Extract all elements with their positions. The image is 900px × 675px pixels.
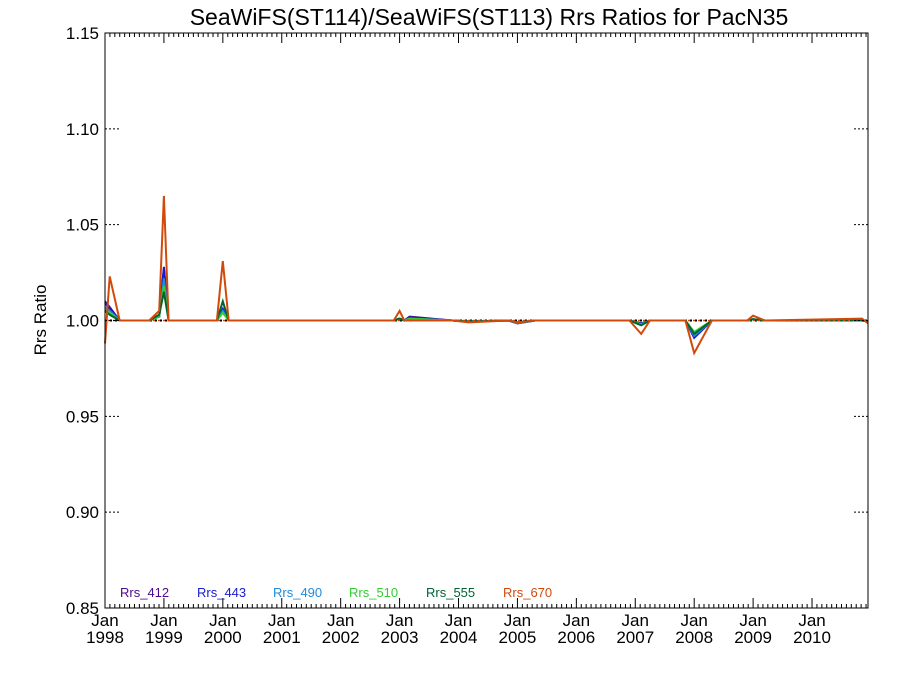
x-tick-month: Jan <box>798 611 825 630</box>
x-tick-year: 2008 <box>675 628 713 647</box>
x-tick-month: Jan <box>386 611 413 630</box>
legend-item-rrs-670: Rrs_670 <box>503 585 552 600</box>
x-tick-month: Jan <box>445 611 472 630</box>
x-tick-year: 2009 <box>734 628 772 647</box>
x-tick-year: 2003 <box>381 628 419 647</box>
legend-item-rrs-490: Rrs_490 <box>273 585 322 600</box>
x-tick-month: Jan <box>504 611 531 630</box>
y-tick-label: 1.10 <box>66 120 99 139</box>
y-tick-label: 1.00 <box>66 312 99 331</box>
x-tick-month: Jan <box>209 611 236 630</box>
y-axis-ticks: 0.85 0.90 0.95 1.00 1.05 1.10 1.15 <box>66 24 868 618</box>
x-tick-month: Jan <box>563 611 590 630</box>
series-line-rrs-670 <box>104 195 869 356</box>
x-tick-month: Jan <box>680 611 707 630</box>
x-tick-year: 2000 <box>204 628 242 647</box>
x-tick-month: Jan <box>739 611 766 630</box>
x-tick-year: 2005 <box>499 628 537 647</box>
y-axis-label: Rrs Ratio <box>31 285 50 356</box>
x-tick-year: 2001 <box>263 628 301 647</box>
x-axis-ticks: Jan1998Jan1999Jan2000Jan2001Jan2002Jan20… <box>86 33 867 647</box>
y-tick-label: 0.90 <box>66 503 99 522</box>
x-tick-month: Jan <box>268 611 295 630</box>
y-tick-label: 1.15 <box>66 24 99 43</box>
legend: Rrs_412 Rrs_443 Rrs_490 Rrs_510 Rrs_555 Rrs_6… <box>120 585 552 600</box>
x-tick-month: Jan <box>150 611 177 630</box>
x-tick-year: 2002 <box>322 628 360 647</box>
series-layer <box>104 195 869 356</box>
legend-item-rrs-510: Rrs_510 <box>349 585 398 600</box>
x-tick-month: Jan <box>91 611 118 630</box>
x-tick-year: 2007 <box>616 628 654 647</box>
y-tick-label: 1.05 <box>66 216 99 235</box>
x-tick-year: 1999 <box>145 628 183 647</box>
x-tick-year: 2004 <box>440 628 478 647</box>
legend-item-rrs-412: Rrs_412 <box>120 585 169 600</box>
legend-item-rrs-555: Rrs_555 <box>426 585 475 600</box>
y-tick-label: 0.95 <box>66 407 99 426</box>
x-tick-month: Jan <box>622 611 649 630</box>
y-tick-label: 0.85 <box>66 599 99 618</box>
x-tick-year: 2010 <box>793 628 831 647</box>
legend-item-rrs-443: Rrs_443 <box>197 585 246 600</box>
chart-title: SeaWiFS(ST114)/SeaWiFS(ST113) Rrs Ratios… <box>190 4 789 30</box>
x-tick-year: 1998 <box>86 628 124 647</box>
x-tick-year: 2006 <box>557 628 595 647</box>
x-tick-month: Jan <box>327 611 354 630</box>
